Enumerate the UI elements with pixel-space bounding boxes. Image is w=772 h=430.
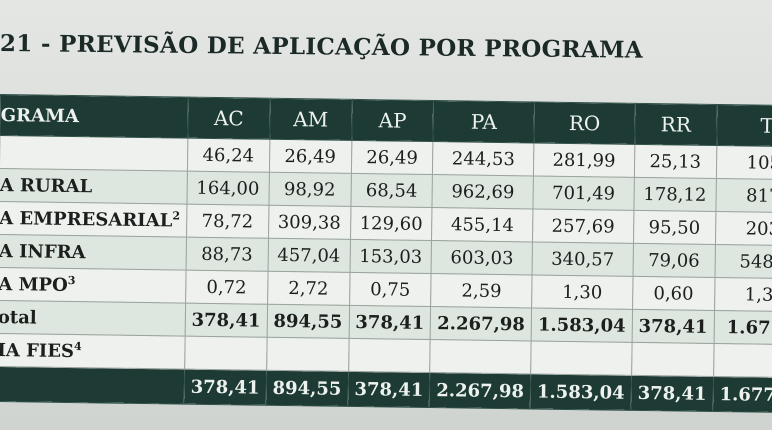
cell: 1.677,35: [712, 376, 772, 413]
row-label: A MPO3: [0, 267, 186, 304]
cell: 203,: [715, 211, 772, 246]
cell: 88,73: [185, 237, 269, 272]
header-state: AC: [187, 97, 271, 140]
cell: 1,32: [714, 277, 772, 312]
table-title: 21 - PREVISÃO DE APLICAÇÃO POR PROGRAMA: [0, 30, 644, 64]
cell: 2,72: [267, 271, 350, 306]
cell: 894,55: [266, 304, 350, 339]
cell: 894,55: [265, 370, 349, 407]
row-label: [0, 135, 188, 172]
cell: 2,59: [430, 273, 533, 308]
cell: [631, 342, 714, 377]
cell: [430, 339, 532, 374]
cell: [530, 340, 632, 376]
cell: 378,41: [184, 303, 268, 338]
header-program: GRAMA: [0, 94, 189, 139]
cell: [713, 343, 772, 378]
cell: 378,41: [631, 309, 715, 344]
cell: 26,49: [350, 140, 434, 175]
cell: 0,60: [632, 276, 715, 311]
cell: 0,75: [349, 272, 432, 307]
cell: 548,9: [714, 244, 772, 279]
cell: [266, 337, 349, 372]
cell: 2.267,98: [430, 306, 532, 341]
cell: 98,92: [268, 172, 351, 207]
header-state: PA: [433, 100, 535, 143]
cell: 340,57: [532, 241, 634, 277]
cell: 26,49: [269, 139, 352, 174]
cell: 1,30: [531, 274, 633, 310]
row-label: A EMPRESARIAL2: [0, 201, 187, 238]
cell: 0,72: [185, 270, 268, 305]
cell: 2.267,98: [429, 372, 531, 409]
row-label: [0, 366, 185, 405]
cell: 178,12: [633, 177, 717, 212]
cell: 378,41: [347, 371, 431, 408]
cell: 68,54: [350, 173, 433, 208]
cell: 309,38: [268, 205, 351, 240]
cell: 153,03: [349, 239, 432, 274]
cell: 79,06: [632, 243, 716, 278]
cell: 95,50: [633, 210, 716, 245]
cell: 817,: [715, 178, 772, 213]
cell: 105,: [716, 145, 772, 180]
header-state: AM: [269, 98, 352, 141]
row-label: A INFRA: [0, 234, 187, 271]
row-label: otal: [0, 300, 186, 337]
cell: 378,41: [348, 305, 431, 340]
header-state: RO: [533, 101, 636, 145]
header-state: T: [716, 104, 772, 147]
cell: 603,03: [431, 240, 533, 275]
cell: 1.677,3: [713, 310, 772, 345]
cell: 129,60: [350, 206, 433, 241]
cell: 78,72: [186, 204, 269, 239]
header-state: AP: [351, 99, 434, 142]
row-label: IA FIES4: [0, 333, 185, 370]
cell: 455,14: [431, 207, 534, 242]
cell: [348, 338, 431, 373]
header-state: RR: [634, 103, 718, 146]
program-table: GRAMA AC AM AP PA RO RR T 46,24 26,49 26…: [0, 94, 772, 413]
cell: 25,13: [634, 144, 717, 179]
cell: [184, 336, 267, 371]
cell: 1.583,04: [530, 373, 632, 411]
cell: 1.583,04: [531, 307, 633, 343]
cell: 257,69: [532, 208, 634, 244]
row-label: A RURAL: [0, 168, 188, 205]
cell: 378,41: [183, 369, 267, 406]
cell: 701,49: [533, 175, 635, 211]
cell: 244,53: [432, 141, 534, 176]
cell: 281,99: [533, 142, 635, 178]
cell: 457,04: [267, 238, 351, 273]
cell: 164,00: [186, 171, 270, 206]
cell: 378,41: [630, 375, 714, 412]
cell: 46,24: [187, 138, 270, 173]
cell: 962,69: [432, 174, 534, 209]
